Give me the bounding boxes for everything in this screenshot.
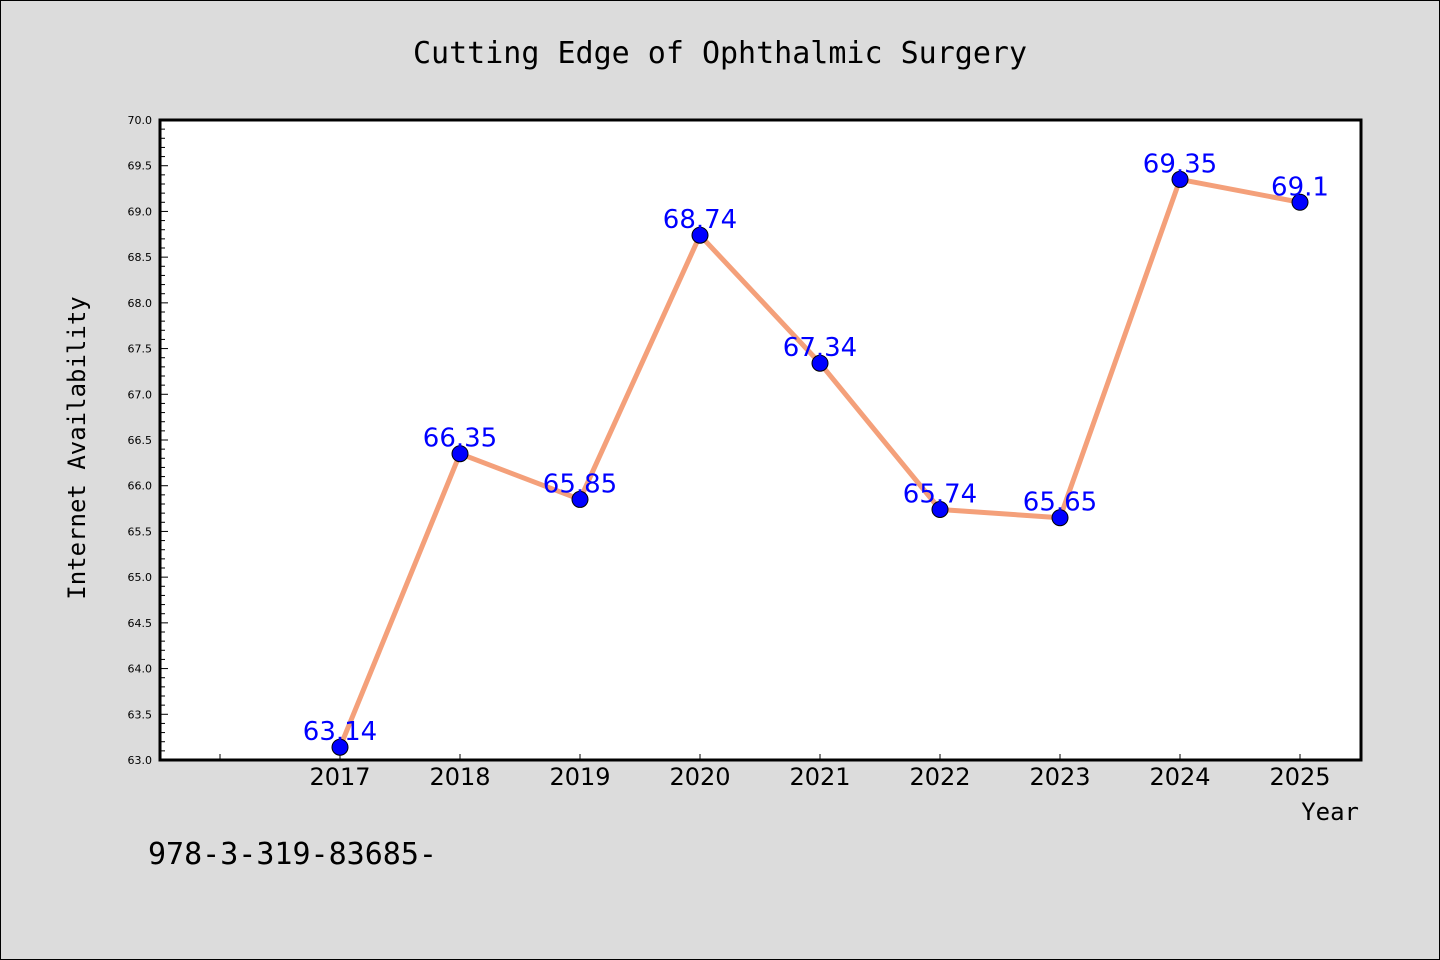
y-tick-label: 63.5 (128, 708, 153, 721)
y-tick-label: 70.0 (128, 114, 153, 127)
data-label: 65.74 (903, 479, 977, 509)
x-tick-label: 2024 (1149, 763, 1210, 791)
footer-text: 978-3-319-83685- (148, 837, 437, 872)
data-point (1291, 193, 1309, 211)
data-label: 69.1 (1271, 172, 1329, 202)
chart-title: Cutting Edge of Ophthalmic Surgery (413, 36, 1027, 71)
y-tick-label: 67.5 (128, 343, 153, 356)
x-axis-title: Year (1301, 798, 1359, 826)
plot-area (158, 118, 1363, 762)
data-label: 66.35 (423, 424, 497, 454)
data-label: 63.14 (303, 717, 377, 747)
x-tick-label: 2018 (429, 763, 490, 791)
data-label: 65.85 (543, 469, 617, 499)
y-tick-label: 65.0 (128, 571, 153, 584)
x-tick-label: 2021 (789, 763, 850, 791)
data-point (451, 445, 469, 463)
x-tick-label: 2019 (549, 763, 610, 791)
data-point (1171, 170, 1189, 188)
x-tick-label: 2025 (1269, 763, 1330, 791)
y-tick-label: 64.5 (128, 617, 153, 630)
data-point (331, 738, 349, 756)
y-tick-label: 67.0 (128, 388, 153, 401)
data-label: 67.34 (783, 333, 857, 363)
x-tick-label: 2020 (669, 763, 730, 791)
x-tick-label: 2022 (909, 763, 970, 791)
data-point (811, 354, 829, 372)
data-label: 69.35 (1143, 149, 1217, 179)
y-axis-title: Internet Availability (63, 296, 91, 599)
y-tick-label: 69.5 (128, 160, 153, 173)
series-layer: 63.14 66.35 65.85 68.74 67.34 65.74 65.65 69.35… (303, 149, 1329, 756)
x-tick-label: 2023 (1029, 763, 1090, 791)
data-point (571, 490, 589, 508)
x-tick-label: 2017 (309, 763, 370, 791)
data-point (931, 500, 949, 518)
data-point (1051, 509, 1069, 527)
y-tick-label: 66.0 (128, 480, 153, 493)
y-tick-label: 69.0 (128, 205, 153, 218)
x-axis: 2017 2018 2019 2020 2021 2022 2023 2024 2025 (219, 754, 1331, 791)
y-tick-label: 68.0 (128, 297, 153, 310)
y-tick-label: 66.5 (128, 434, 153, 447)
data-label: 68.74 (663, 205, 737, 235)
y-tick-label: 65.5 (128, 525, 153, 538)
y-tick-label: 68.5 (128, 251, 153, 264)
y-tick-label: 64.0 (128, 663, 153, 676)
y-axis: 63.0 63.5 64.0 64.5 65.0 65.5 66.0 66.5 67.0 67.5… (128, 114, 168, 767)
data-point (691, 226, 709, 244)
y-tick-label: 63.0 (128, 754, 153, 767)
data-label: 65.65 (1023, 488, 1097, 518)
